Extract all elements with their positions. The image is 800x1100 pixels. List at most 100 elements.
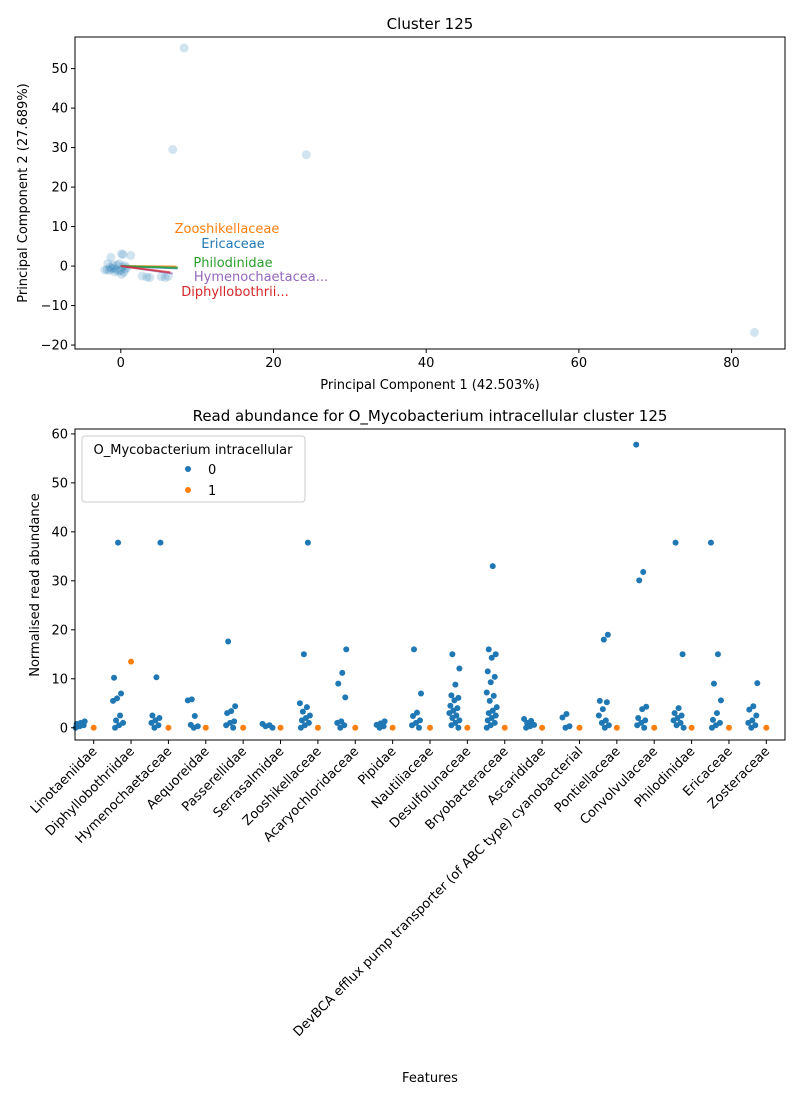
pca-x-tick-label: 80 <box>723 356 740 371</box>
pca-point <box>179 43 189 53</box>
abundance-point-0 <box>488 654 495 661</box>
abundance-point-1 <box>763 724 770 731</box>
abundance-point-0 <box>492 712 499 719</box>
abundance-point-0 <box>194 723 201 730</box>
abundance-point-0 <box>487 679 494 686</box>
pca-x-tick-label: 60 <box>571 356 588 371</box>
abundance-point-0 <box>675 705 682 712</box>
abundance-point-1 <box>389 724 396 731</box>
abundance-point-1 <box>240 724 247 731</box>
abundance-point-0 <box>596 697 603 704</box>
abundance-point-0 <box>259 720 266 727</box>
pca-y-tick-label: 50 <box>51 62 68 77</box>
abundance-plot-frame <box>74 428 786 741</box>
abundance-point-0 <box>680 724 687 731</box>
abundance-point-0 <box>489 563 496 570</box>
pca-point <box>114 266 124 276</box>
abundance-point-1 <box>725 724 732 731</box>
abundance-point-0 <box>300 651 307 658</box>
abundance-point-0 <box>299 708 306 715</box>
abundance-point-1 <box>688 724 695 731</box>
abundance-point-0 <box>410 713 416 720</box>
pca-y-tick-label: −20 <box>41 339 68 354</box>
abundance-y-tick-label: 10 <box>51 672 68 687</box>
abundance-title: Read abundance for O_Mycobacterium intra… <box>193 407 668 426</box>
abundance-point-1 <box>427 724 433 731</box>
pca-y-tick-label: 40 <box>51 102 68 117</box>
abundance-point-0 <box>449 651 456 658</box>
abundance-point-0 <box>414 709 420 716</box>
abundance-point-0 <box>600 636 607 643</box>
abundance-point-0 <box>716 719 723 726</box>
abundance-point-0 <box>483 689 490 696</box>
abundance-point-0 <box>559 714 566 721</box>
abundance-point-1 <box>277 724 284 731</box>
abundance-point-0 <box>114 695 121 702</box>
pca-y-tick-label: 20 <box>51 181 68 196</box>
abundance-y-tick-label: 30 <box>51 574 68 589</box>
abundance-y-tick-label: 50 <box>51 476 68 491</box>
abundance-point-0 <box>679 651 686 658</box>
abundance-x-label: Features <box>402 1071 458 1086</box>
abundance-point-1 <box>576 724 583 731</box>
abundance-point-0 <box>447 702 454 709</box>
abundance-point-0 <box>521 715 528 722</box>
abundance-point-0 <box>717 697 724 704</box>
abundance-point-0 <box>456 717 463 724</box>
abundance-point-0 <box>486 697 493 704</box>
abundance-point-0 <box>642 717 649 724</box>
abundance-point-0 <box>225 638 232 645</box>
abundance-point-0 <box>491 719 498 726</box>
legend-title: O_Mycobacterium intracellular <box>94 443 294 458</box>
abundance-point-0 <box>453 712 460 719</box>
abundance-points <box>72 441 770 731</box>
pca-point <box>103 259 113 269</box>
pca-point <box>117 249 127 259</box>
abundance-point-0 <box>603 699 610 706</box>
pca-point <box>105 262 115 272</box>
pca-point <box>145 273 155 283</box>
pca-point <box>156 272 166 282</box>
pca-point <box>126 250 136 260</box>
abundance-point-0 <box>296 700 303 707</box>
pca-point <box>749 327 759 337</box>
abundance-point-0 <box>156 714 163 721</box>
abundance-point-0 <box>749 717 756 724</box>
abundance-point-0 <box>528 717 535 724</box>
abundance-point-0 <box>595 712 602 719</box>
legend-box <box>81 435 306 503</box>
abundance-point-0 <box>746 706 753 713</box>
abundance-point-0 <box>153 674 160 681</box>
abundance-y-label: Normalised read abundance <box>28 493 43 677</box>
pca-point <box>112 260 122 270</box>
pca-point <box>137 271 147 281</box>
pca-point <box>104 265 114 275</box>
pca-x-tick-label: 40 <box>418 356 435 371</box>
abundance-point-0 <box>599 706 606 713</box>
abundance-point-0 <box>672 539 679 546</box>
abundance-point-0 <box>338 718 345 725</box>
abundance-point-0 <box>566 723 573 730</box>
pca-y-ticks: −20 −10 0 10 20 30 40 50 <box>41 62 75 354</box>
abundance-point-1 <box>651 724 658 731</box>
abundance-point-0 <box>228 708 235 715</box>
abundance-point-0 <box>710 680 717 687</box>
abundance-point-0 <box>155 722 162 729</box>
abundance-point-0 <box>417 717 423 724</box>
loading-label: Diphyllobothrii... <box>181 285 289 300</box>
pca-point <box>116 265 126 275</box>
abundance-point-0 <box>418 690 424 697</box>
pca-point <box>107 264 117 274</box>
abundance-point-0 <box>492 651 499 658</box>
abundance-point-0 <box>753 712 760 719</box>
abundance-point-0 <box>231 718 238 725</box>
legend-label-0: 0 <box>208 463 216 478</box>
abundance-point-0 <box>713 710 720 717</box>
pca-y-tick-label: 0 <box>60 260 68 275</box>
pca-point <box>168 145 178 155</box>
pca-point <box>102 265 112 275</box>
pca-x-label: Principal Component 1 (42.503%) <box>320 378 540 393</box>
abundance-point-0 <box>230 724 237 731</box>
abundance-point-0 <box>563 711 570 718</box>
abundance-point-0 <box>343 646 350 653</box>
